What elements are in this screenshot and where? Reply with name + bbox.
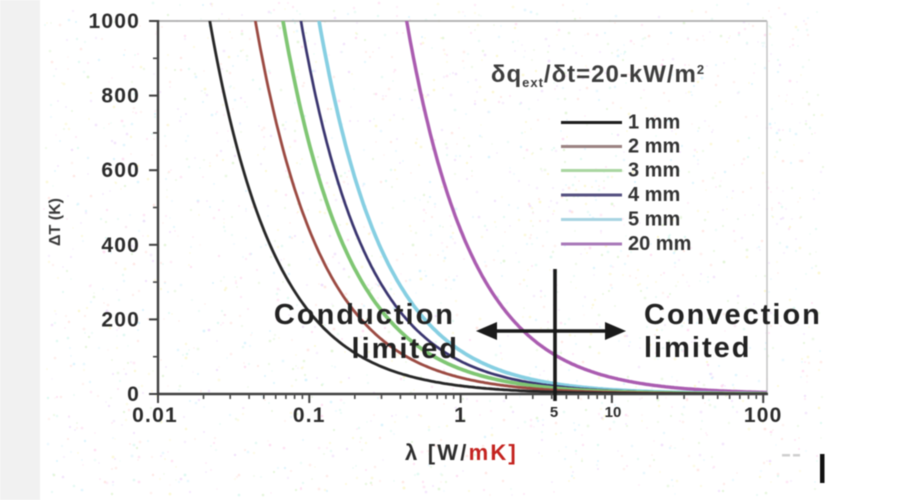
svg-text:0.01: 0.01 xyxy=(132,404,178,427)
svg-text:1: 1 xyxy=(454,404,467,427)
svg-text:800: 800 xyxy=(101,85,140,108)
svg-text:600: 600 xyxy=(101,159,140,182)
svg-text:δqext/δt=20-kW/m2: δqext/δt=20-kW/m2 xyxy=(491,61,705,90)
svg-text:Convection: Convection xyxy=(644,299,822,331)
svg-text:1000: 1000 xyxy=(88,10,140,33)
svg-text:Conduction: Conduction xyxy=(274,299,455,331)
svg-text:5 mm: 5 mm xyxy=(628,209,680,231)
svg-text:20 mm: 20 mm xyxy=(628,233,691,255)
svg-text:100: 100 xyxy=(744,404,783,427)
svg-text:2 mm: 2 mm xyxy=(628,136,680,158)
svg-text:0: 0 xyxy=(127,383,140,406)
svg-text:limited: limited xyxy=(352,333,459,365)
svg-text:0.1: 0.1 xyxy=(293,404,326,427)
svg-text:10: 10 xyxy=(605,404,622,421)
svg-text:3 mm: 3 mm xyxy=(628,160,680,182)
svg-text:ΔT (K): ΔT (K) xyxy=(47,198,64,246)
svg-text:4 mm: 4 mm xyxy=(628,184,680,206)
svg-text:1 mm: 1 mm xyxy=(628,112,680,134)
svg-text:limited: limited xyxy=(644,332,751,364)
svg-text:5: 5 xyxy=(550,404,558,421)
svg-text:400: 400 xyxy=(101,234,140,257)
svg-text:200: 200 xyxy=(101,308,140,331)
svg-text:λ [W/mK]: λ [W/mK] xyxy=(405,440,518,465)
